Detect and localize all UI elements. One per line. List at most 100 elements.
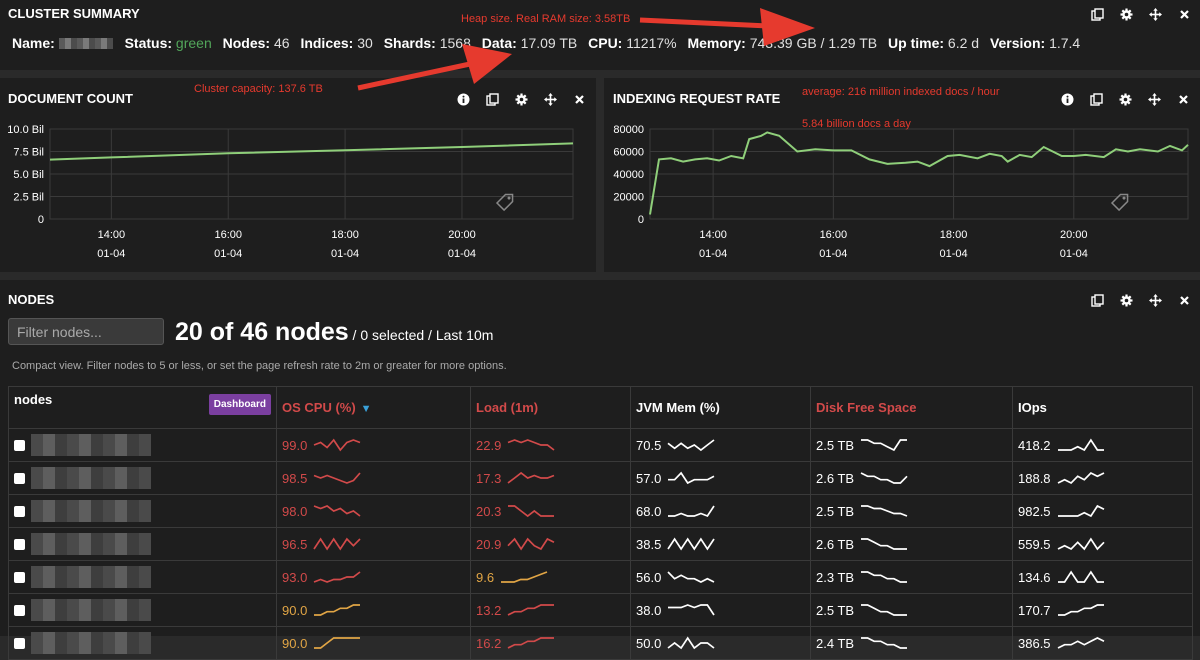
annotation-tag-icon[interactable] — [495, 191, 516, 212]
load-cell: 20.9 — [470, 527, 631, 561]
indices-value: 30 — [357, 35, 373, 51]
cluster-name-redacted — [58, 38, 113, 49]
sparkline — [1057, 604, 1104, 616]
row-select-checkbox[interactable] — [14, 472, 25, 484]
row-select-checkbox[interactable] — [14, 604, 25, 616]
iops-cell: 418.2 — [1012, 428, 1193, 462]
copy-icon[interactable] — [1082, 91, 1111, 107]
copy-icon[interactable] — [478, 91, 507, 107]
row-select-checkbox[interactable] — [14, 538, 25, 550]
node-name-redacted[interactable] — [31, 533, 151, 555]
move-icon[interactable] — [1140, 91, 1169, 107]
table-row[interactable]: 96.5 20.9 38.5 2.6 TB 559.5 — [8, 527, 1193, 561]
node-name-redacted[interactable] — [31, 500, 151, 522]
gear-icon[interactable] — [1112, 292, 1141, 308]
col-nodes[interactable]: nodes Dashboard — [8, 386, 277, 429]
metric-value: 2.4 TB — [816, 635, 855, 651]
metric-value: 20.3 — [476, 503, 502, 519]
row-select-checkbox[interactable] — [14, 637, 25, 649]
x-tick-date: 01-04 — [1060, 248, 1088, 260]
indexing-rate-controls — [1053, 91, 1198, 107]
jvm-mem-cell: 57.0 — [630, 461, 811, 495]
iops-cell: 982.5 — [1012, 494, 1193, 528]
close-icon[interactable] — [1169, 91, 1198, 107]
node-name-redacted[interactable] — [31, 632, 151, 654]
node-name-redacted[interactable] — [31, 467, 151, 489]
move-icon[interactable] — [1141, 292, 1170, 308]
row-select-checkbox[interactable] — [14, 505, 25, 517]
load-cell: 22.9 — [470, 428, 631, 462]
sparkline — [314, 472, 361, 484]
copy-icon[interactable] — [1083, 6, 1112, 22]
info-icon[interactable] — [1053, 91, 1082, 107]
table-row[interactable]: 90.0 13.2 38.0 2.5 TB 170.7 — [8, 593, 1193, 627]
metric-value: 134.6 — [1018, 569, 1051, 585]
node-name-redacted[interactable] — [31, 566, 151, 588]
table-row[interactable]: 99.0 22.9 70.5 2.5 TB 418.2 — [8, 428, 1193, 462]
metric-value: 17.3 — [476, 470, 502, 486]
node-name-redacted[interactable] — [31, 434, 151, 456]
x-tick-date: 01-04 — [331, 248, 359, 260]
sparkline — [313, 537, 361, 551]
average-annotation: average: 216 million indexed docs / hour — [802, 86, 1000, 98]
sparkline — [861, 538, 908, 550]
sparkline — [1057, 637, 1104, 649]
col-os-cpu[interactable]: OS CPU (%) ▼ — [276, 386, 471, 429]
jvm-mem-cell: 38.0 — [630, 593, 811, 627]
sparkline — [501, 571, 548, 583]
metric-value: 13.2 — [476, 602, 502, 618]
cluster-summary-panel: CLUSTER SUMMARY Name: Status: green Node… — [0, 0, 1200, 70]
row-select-checkbox[interactable] — [14, 571, 25, 583]
table-row[interactable]: 93.0 9.6 56.0 2.3 TB 134.6 — [8, 560, 1193, 594]
disk-free-cell: 2.5 TB — [810, 593, 1013, 627]
os-cpu-cell: 98.5 — [276, 461, 471, 495]
filter-nodes-input[interactable] — [8, 318, 164, 345]
load-cell: 16.2 — [470, 626, 631, 660]
gear-icon[interactable] — [1111, 91, 1140, 107]
memory-label: Memory: — [687, 35, 746, 51]
node-cell — [8, 461, 277, 495]
col-disk-free[interactable]: Disk Free Space — [810, 386, 1013, 429]
gear-icon[interactable] — [507, 91, 536, 107]
info-icon[interactable] — [449, 91, 478, 107]
disk-free-cell: 2.4 TB — [810, 626, 1013, 660]
sparkline — [861, 604, 908, 616]
move-icon[interactable] — [536, 91, 565, 107]
sparkline — [1057, 504, 1104, 518]
close-icon[interactable] — [565, 91, 594, 107]
move-icon[interactable] — [1141, 6, 1170, 22]
node-cell — [8, 428, 277, 462]
annotation-tag-icon[interactable] — [1110, 191, 1131, 212]
col-jvm-mem[interactable]: JVM Mem (%) — [630, 386, 811, 429]
col-iops[interactable]: IOps — [1012, 386, 1193, 429]
table-row[interactable]: 98.5 17.3 57.0 2.6 TB 188.8 — [8, 461, 1193, 495]
table-row[interactable]: 90.0 16.2 50.0 2.4 TB 386.5 — [8, 626, 1193, 660]
capacity-annotation: Cluster capacity: 137.6 TB — [194, 83, 323, 95]
metric-value: 99.0 — [282, 437, 308, 453]
table-row[interactable]: 98.0 20.3 68.0 2.5 TB 982.5 — [8, 494, 1193, 528]
sparkline — [667, 571, 715, 583]
gear-icon[interactable] — [1112, 6, 1141, 22]
metric-value: 57.0 — [636, 470, 662, 486]
close-icon[interactable] — [1170, 6, 1199, 22]
close-icon[interactable] — [1170, 292, 1199, 308]
metric-value: 2.3 TB — [816, 569, 855, 585]
version-label: Version: — [989, 35, 1046, 51]
row-select-checkbox[interactable] — [14, 439, 25, 451]
sparkline — [1057, 471, 1104, 485]
uptime-label: Up time: — [888, 35, 945, 51]
copy-icon[interactable] — [1083, 292, 1112, 308]
col-load[interactable]: Load (1m) — [470, 386, 631, 429]
nodes-count-text: 20 of 46 nodes — [175, 318, 349, 346]
sparkline — [314, 637, 361, 649]
node-name-redacted[interactable] — [31, 599, 151, 621]
metric-value: 386.5 — [1018, 635, 1051, 651]
x-tick-time: 14:00 — [98, 229, 126, 241]
sparkline — [1057, 537, 1105, 551]
metric-value: 2.5 TB — [816, 602, 855, 618]
x-tick-date: 01-04 — [699, 248, 727, 260]
sort-chevron-down-icon[interactable]: ▼ — [360, 403, 372, 415]
iops-cell: 134.6 — [1012, 560, 1193, 594]
dashboard-button[interactable]: Dashboard — [208, 394, 271, 415]
sparkline — [314, 571, 361, 583]
